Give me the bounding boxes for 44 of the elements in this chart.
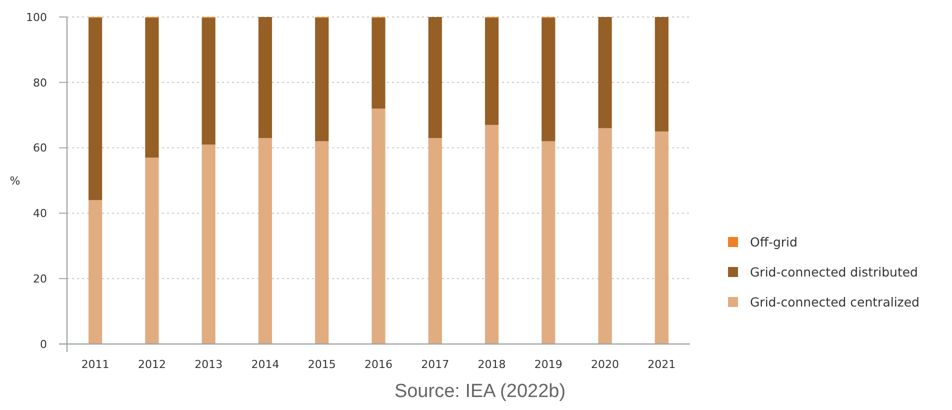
legend-label: Grid-connected centralized [750, 294, 920, 310]
x-tick-label: 2016 [364, 358, 392, 371]
x-tick-label: 2021 [648, 358, 676, 371]
bar [372, 18, 386, 109]
x-tick-label: 2017 [421, 358, 450, 371]
bar [202, 18, 216, 145]
bar [428, 17, 442, 138]
bar [145, 18, 159, 158]
x-tick-label: 2013 [194, 358, 223, 371]
bar [598, 128, 612, 344]
x-tick-label: 2014 [251, 358, 280, 371]
bar [484, 124, 499, 344]
bar [145, 158, 159, 344]
bar [88, 200, 102, 344]
bar [315, 18, 329, 142]
bar [598, 17, 612, 128]
y-tick-label: 20 [33, 272, 47, 286]
y-tick-label: 40 [33, 207, 47, 220]
bar [542, 18, 556, 142]
x-tick-label: 2012 [138, 358, 166, 371]
legend-label: Grid-connected distributed [750, 264, 918, 280]
x-tick-label: 2015 [308, 358, 336, 371]
bar [258, 17, 272, 138]
bar [202, 144, 216, 344]
bar [654, 17, 668, 132]
bar [542, 141, 556, 344]
bar [372, 108, 386, 344]
x-tick-label: 2011 [81, 358, 110, 371]
bar [484, 18, 499, 125]
x-tick-label: 2018 [478, 358, 506, 371]
source-note: Source: IEA (2022b) [394, 381, 566, 402]
bar [315, 141, 329, 344]
y-tick-label: 80 [33, 76, 47, 90]
bar [654, 131, 668, 344]
bar [428, 138, 442, 344]
legend-label: Off-grid [750, 234, 798, 250]
x-tick-label: 2020 [591, 358, 620, 371]
bar [258, 138, 272, 344]
y-tick-label: 60 [33, 142, 47, 155]
bar [88, 18, 102, 200]
y-axis-title: % [10, 174, 20, 188]
x-tick-label: 2019 [534, 358, 562, 371]
y-tick-label: 0 [40, 338, 47, 351]
y-tick-label: 100 [26, 10, 47, 24]
